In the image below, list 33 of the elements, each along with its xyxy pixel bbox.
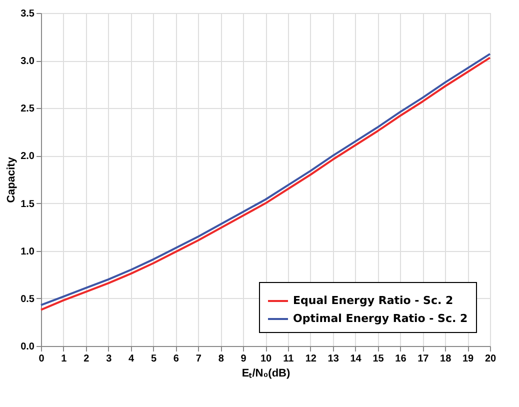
y-tick-label: 3.0 (20, 56, 35, 68)
x-tick-label: 13 (328, 354, 340, 364)
x-tick-label: 10 (260, 354, 272, 364)
x-tick-label: 3 (106, 354, 112, 364)
x-tick-label: 7 (196, 354, 202, 364)
x-tick-label: 17 (418, 354, 430, 364)
y-tick-label: 1.0 (20, 246, 35, 258)
x-tick-label: 2 (84, 354, 90, 364)
x-tick-label: 9 (240, 354, 247, 364)
y-tick-label: 1.5 (20, 198, 35, 210)
x-tick-label: 5 (150, 354, 157, 364)
x-tick-label: 4 (128, 354, 135, 364)
y-tick-label: 0.5 (20, 294, 35, 305)
x-tick-label: 8 (218, 354, 224, 364)
x-tick-label: 11 (283, 354, 294, 364)
y-tick-label: 3.5 (20, 8, 35, 20)
x-tick-label: 6 (173, 354, 180, 364)
x-tick-label: 19 (462, 354, 474, 364)
x-tick-label: 0 (38, 354, 45, 364)
x-tick-label: 18 (440, 354, 452, 364)
x-tick-label: 14 (350, 354, 362, 364)
x-tick-label: 16 (395, 354, 407, 364)
legend-label: Optimal Energy Ratio - Sc. 2 (293, 312, 468, 325)
y-axis-title: Capacity (6, 156, 18, 203)
y-tick-label: 2.0 (20, 151, 35, 162)
y-tick-label: 2.5 (20, 104, 35, 115)
x-axis-title: Eₜ/N₀(dB) (242, 368, 290, 380)
x-tick-label: 12 (305, 354, 317, 364)
x-tick-label: 1 (61, 354, 68, 364)
x-tick-label: 15 (372, 354, 384, 364)
legend-label: Equal Energy Ratio - Sc. 2 (293, 294, 454, 307)
y-tick-label: 0.0 (20, 342, 35, 352)
x-tick-label: 20 (484, 354, 496, 364)
